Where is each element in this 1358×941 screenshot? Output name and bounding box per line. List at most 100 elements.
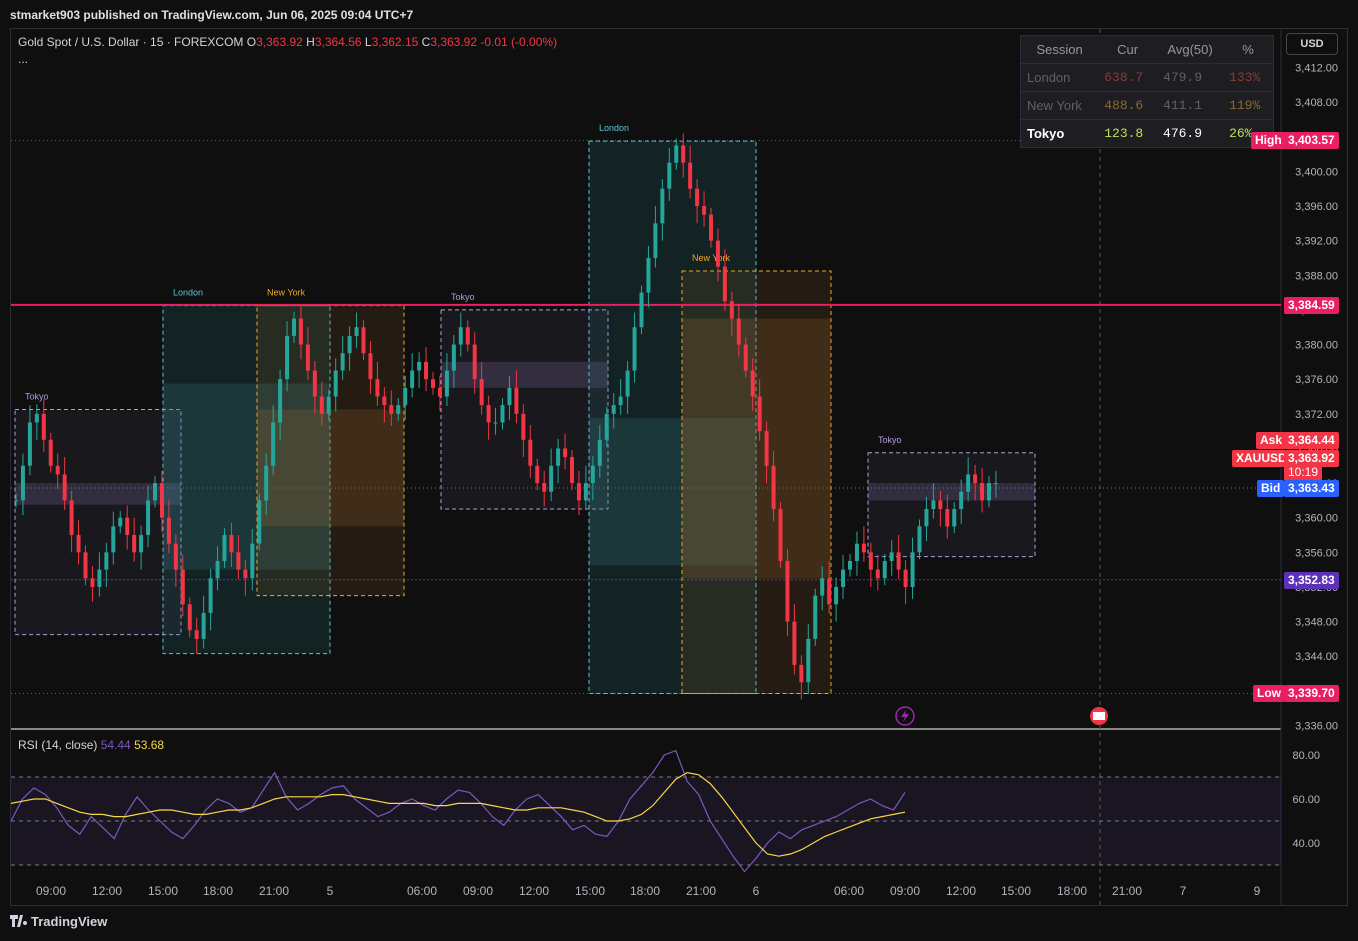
header-avg: Avg(50) (1157, 35, 1224, 64)
candle-body (257, 500, 262, 544)
candle-body (278, 379, 283, 423)
session-table: Session Cur Avg(50) % London 638.7 479.9… (1020, 35, 1274, 148)
candle-body (431, 379, 435, 388)
session-label: London (599, 123, 629, 133)
session-range-box (682, 318, 831, 579)
candle-body (159, 483, 164, 518)
more-icon[interactable]: ... (18, 52, 29, 66)
rsi-value: 54.44 (100, 738, 131, 752)
y-tick-label: 3,336.00 (1295, 721, 1338, 733)
candle-body (973, 474, 978, 484)
session-label: New York (692, 253, 731, 263)
candle-body (437, 387, 442, 397)
x-tick-label: 15:00 (148, 884, 178, 898)
low-tag-label: Low (1253, 685, 1285, 702)
candle-body (681, 145, 686, 163)
candle-body (688, 162, 693, 189)
x-tick-label: 06:00 (407, 884, 437, 898)
x-tick-label: 15:00 (1001, 884, 1031, 898)
session-box (14, 408, 182, 636)
x-tick-label: 18:00 (203, 884, 233, 898)
candle-body (618, 396, 623, 406)
candle-body (118, 517, 123, 527)
candle-body (125, 517, 130, 536)
session-name: Tokyo (1020, 119, 1099, 148)
session-cur: 638.7 (1098, 63, 1158, 92)
flag-glyph-icon (1093, 712, 1105, 720)
high-tag-value: 3,403.57 (1284, 132, 1339, 149)
candle-body (472, 344, 477, 380)
x-tick-label: 12:00 (92, 884, 122, 898)
candle-body (625, 370, 630, 397)
candle-body (69, 500, 74, 536)
candle-body (305, 344, 310, 371)
candle-body (889, 552, 894, 561)
candle-body (146, 500, 151, 536)
candle-body (750, 370, 755, 397)
high-label: H (306, 35, 315, 49)
candle-body (187, 604, 192, 631)
session-range-box (441, 361, 608, 388)
candle-body (945, 509, 950, 527)
x-tick-label: 6 (753, 884, 760, 898)
last-price-tag: 3,363.92 (1284, 450, 1339, 467)
candle-body (549, 465, 554, 492)
purple-level-tag: 3,352.83 (1284, 572, 1339, 589)
candle-body (931, 500, 936, 510)
candle-body (250, 543, 255, 579)
rsi-line (10, 749, 906, 873)
candle-body (55, 465, 60, 475)
candle-body (966, 474, 971, 492)
candle-body (820, 578, 825, 596)
rsi-legend: RSI (14, close) 54.44 53.68 (18, 738, 164, 752)
candle-body (521, 413, 526, 440)
candle-body (361, 327, 366, 354)
x-tick-label: 12:00 (519, 884, 549, 898)
high-value: 3,364.56 (314, 35, 362, 49)
candle-body (479, 379, 484, 406)
x-tick-label: 18:00 (630, 884, 660, 898)
bid-tag-value: 3,363.43 (1284, 480, 1339, 497)
candle-body (743, 344, 748, 371)
candle-body (20, 465, 25, 501)
candle-body (389, 405, 394, 414)
session-label: London (173, 288, 203, 298)
candle-body (396, 405, 401, 414)
candle-body (590, 465, 595, 484)
candle-body (326, 396, 331, 414)
candle-body (500, 405, 505, 423)
candle-body (312, 370, 317, 397)
candle-body (458, 327, 463, 345)
candle-body (604, 413, 609, 440)
candle-body (111, 526, 116, 553)
header-cur: Cur (1098, 35, 1158, 64)
session-label: Tokyo (451, 292, 475, 302)
rsi-tick-label: 80.00 (1292, 750, 1320, 762)
y-tick-label: 3,388.00 (1295, 270, 1338, 282)
candle-body (757, 396, 762, 432)
close-label: C (421, 35, 431, 49)
session-row-newyork: New York 488.6 411.1 119% (1020, 91, 1274, 120)
session-avg: 479.9 (1157, 63, 1224, 92)
x-tick-label: 09:00 (890, 884, 920, 898)
candle-body (715, 240, 720, 267)
candle-body (597, 439, 602, 466)
candle-body (444, 370, 449, 397)
candle-body (771, 465, 776, 510)
candle-body (896, 552, 901, 570)
candle-body (139, 535, 144, 553)
session-pct: 119% (1223, 91, 1274, 120)
candle-body (493, 422, 498, 424)
session-name: London (1020, 63, 1099, 92)
ask-tag-label: Ask (1256, 432, 1287, 449)
y-tick-label: 3,372.00 (1295, 409, 1338, 421)
candle-body (403, 387, 408, 406)
low-tag-value: 3,339.70 (1284, 685, 1339, 702)
candle-body (410, 370, 415, 388)
candle-body (646, 257, 651, 293)
rsi-tick-label: 60.00 (1292, 794, 1320, 806)
candle-body (611, 405, 616, 414)
currency-button[interactable]: USD (1286, 33, 1338, 55)
level-tag: 3,384.59 (1284, 297, 1339, 314)
